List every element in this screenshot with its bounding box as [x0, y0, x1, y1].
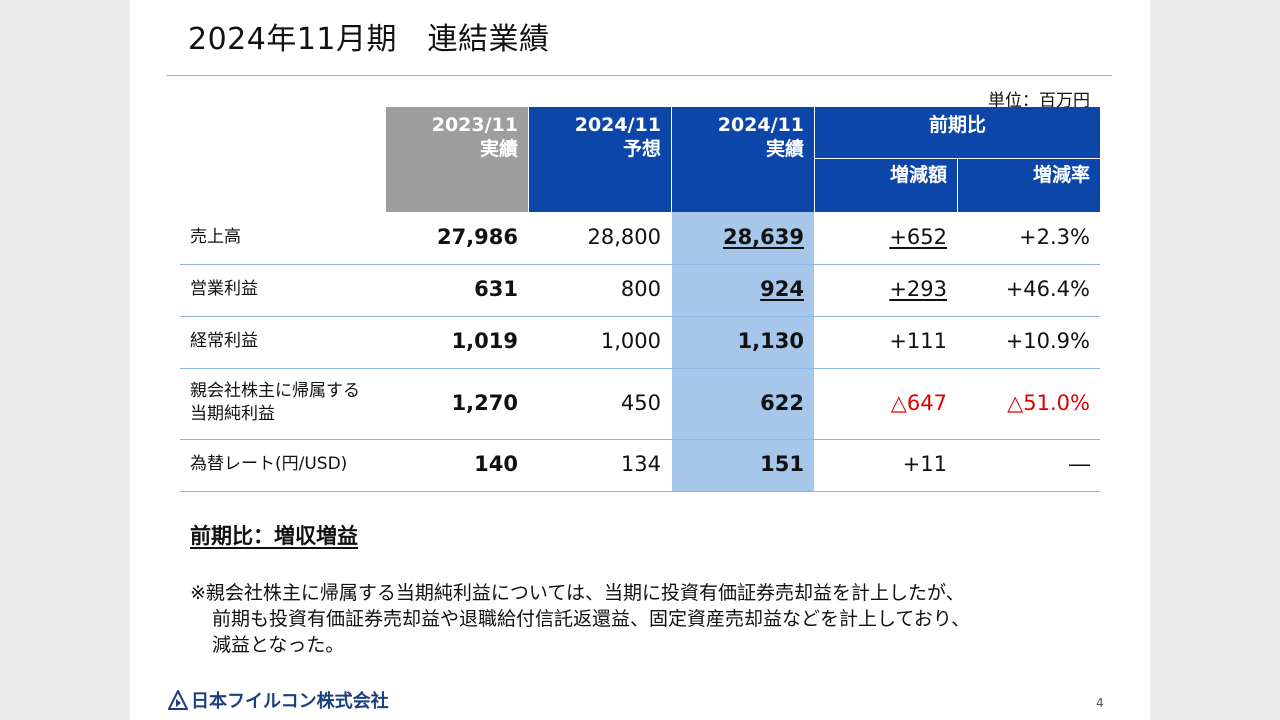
page-title: 2024年11月期 連結業績 [188, 22, 550, 57]
header-2024-actual: 2024/11 実績 [672, 107, 814, 212]
cell-ord-diff: +111 [889, 329, 947, 353]
row-divider [180, 491, 1100, 492]
header-2023-type: 実績 [479, 138, 518, 160]
cell-net-diff: △647 [890, 391, 947, 415]
cell-fx-2024f: 134 [620, 452, 661, 476]
row-label-net-income-line1: 親会社株主に帰属する [190, 381, 360, 401]
header-2024-forecast: 2024/11 予想 [529, 107, 671, 212]
cell-sales-2024a: 28,639 [722, 225, 804, 249]
cell-sales-2024f: 28,800 [587, 225, 661, 249]
row-label-sales: 売上高 [190, 227, 241, 247]
header-2024a-year: 2024/11 [717, 114, 804, 136]
row-divider [180, 264, 1100, 265]
cell-ord-2024a: 1,130 [737, 329, 804, 353]
cell-fx-diff: +11 [902, 452, 947, 476]
footnote: ※親会社株主に帰属する当期純利益については、当期に投資有価証券売却益を計上したが… [190, 580, 970, 658]
row-divider [180, 316, 1100, 317]
cell-op-diff: +293 [889, 277, 947, 301]
cell-sales-2023: 27,986 [436, 225, 518, 249]
cell-net-2024f: 450 [620, 391, 661, 415]
cell-op-rate: +46.4% [1005, 277, 1090, 301]
cell-op-2023: 631 [474, 277, 518, 301]
cell-net-2024a: 622 [760, 391, 804, 415]
header-2023-year: 2023/11 [431, 114, 518, 136]
cell-ord-2024f: 1,000 [600, 329, 661, 353]
row-divider [180, 439, 1100, 440]
row-label-net-income-line2: 当期純利益 [190, 404, 275, 424]
header-sub-divider [957, 159, 958, 212]
header-2024f-year: 2024/11 [574, 114, 661, 136]
cell-net-2023: 1,270 [451, 391, 518, 415]
cell-ord-2023: 1,019 [451, 329, 518, 353]
header-2024f-type: 予想 [622, 138, 661, 160]
company-logo-icon [168, 690, 188, 710]
cell-op-2024f: 800 [620, 277, 661, 301]
slide: 2024年11月期 連結業績 単位：百万円 2023/11 実績 2024/11… [130, 0, 1150, 720]
company-name: 日本フイルコン株式会社 [191, 691, 389, 712]
row-label-net-income: 親会社株主に帰属する 当期純利益 [190, 380, 360, 426]
row-label-fx-rate: 為替レート(円/USD) [190, 454, 348, 474]
header-yoy: 前期比 [928, 114, 986, 136]
summary-heading: 前期比：増収増益 [190, 524, 358, 548]
current-actual-highlight [672, 212, 814, 492]
cell-fx-2023: 140 [474, 452, 518, 476]
footnote-line-2: 前期も投資有価証券売却益や退職給付信託返還益、固定資産売却益などを計上しており、 [212, 608, 971, 630]
row-divider [180, 368, 1100, 369]
unit-label: 単位：百万円 [988, 91, 1090, 111]
cell-fx-2024a: 151 [760, 452, 804, 476]
cell-sales-rate: +2.3% [1019, 225, 1090, 249]
cell-sales-diff: +652 [889, 225, 947, 249]
header-rate: 増減率 [1032, 164, 1090, 186]
title-divider [166, 75, 1112, 76]
row-label-operating-profit: 営業利益 [190, 279, 258, 299]
company-logo: 日本フイルコン株式会社 [168, 688, 389, 712]
row-label-ordinary-profit: 経常利益 [190, 331, 258, 351]
footnote-line-3: 減益となった。 [212, 634, 345, 656]
footnote-line-1: ※親会社株主に帰属する当期純利益については、当期に投資有価証券売却益を計上したが… [190, 582, 965, 604]
header-yoy-divider [815, 158, 1100, 159]
cell-net-rate: △51.0% [1007, 391, 1090, 415]
header-diff: 増減額 [889, 164, 947, 186]
page-number: 4 [1096, 696, 1104, 710]
header-2024a-type: 実績 [765, 138, 804, 160]
cell-op-2024a: 924 [760, 277, 804, 301]
cell-ord-rate: +10.9% [1005, 329, 1090, 353]
cell-fx-rate: ― [1069, 452, 1090, 476]
header-2023-actual: 2023/11 実績 [386, 107, 528, 212]
